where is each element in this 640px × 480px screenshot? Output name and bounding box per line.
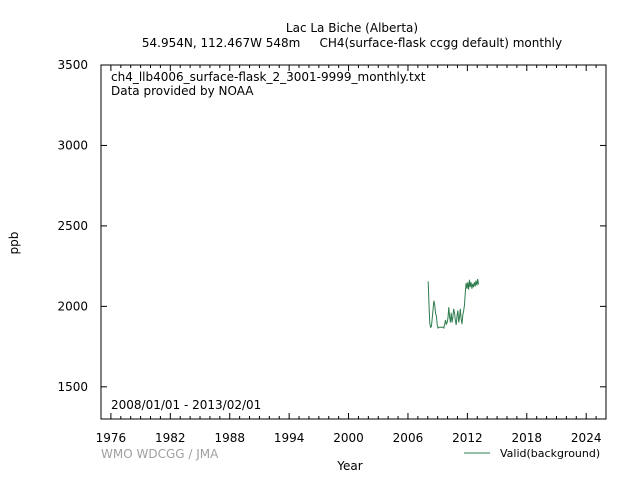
series-line xyxy=(427,278,479,330)
x-tick-label: 2012 xyxy=(452,431,483,445)
y-tick-label: 3500 xyxy=(57,58,88,72)
chart-title-station: Lac La Biche (Alberta) xyxy=(286,21,418,35)
x-tick-label: 2024 xyxy=(571,431,602,445)
y-axis: 1500 2000 2500 3000 3500 xyxy=(57,58,606,394)
x-axis-label: Year xyxy=(336,459,362,473)
date-range-annotation: 2008/01/01 - 2013/02/01 xyxy=(111,398,261,412)
provider-annotation: Data provided by NOAA xyxy=(111,84,254,98)
x-tick-label: 2000 xyxy=(333,431,364,445)
x-tick-label: 1982 xyxy=(155,431,186,445)
y-tick-label: 3000 xyxy=(57,138,88,152)
x-tick-label: 1988 xyxy=(214,431,245,445)
y-tick-label: 2000 xyxy=(57,299,88,313)
x-tick-label: 2006 xyxy=(393,431,424,445)
x-axis: 1976 1982 1988 1994 2000 2006 2012 2018 2024 xyxy=(96,65,607,445)
chart-title-details: 54.954N, 112.467W 548m CH4(surface-flask… xyxy=(142,36,562,50)
filename-annotation: ch4_llb4006_surface-flask_2_3001-9999_mo… xyxy=(111,70,426,84)
data-series xyxy=(427,278,479,330)
legend-label: Valid(background) xyxy=(500,447,600,460)
y-tick-label: 2500 xyxy=(57,219,88,233)
credit-text: WMO WDCGG / JMA xyxy=(101,447,219,461)
y-axis-label: ppb xyxy=(7,232,21,255)
y-tick-label: 1500 xyxy=(57,380,88,394)
x-tick-label: 2018 xyxy=(512,431,543,445)
x-tick-label: 1994 xyxy=(274,431,305,445)
x-tick-label: 1976 xyxy=(96,431,127,445)
plot-frame xyxy=(100,64,607,420)
